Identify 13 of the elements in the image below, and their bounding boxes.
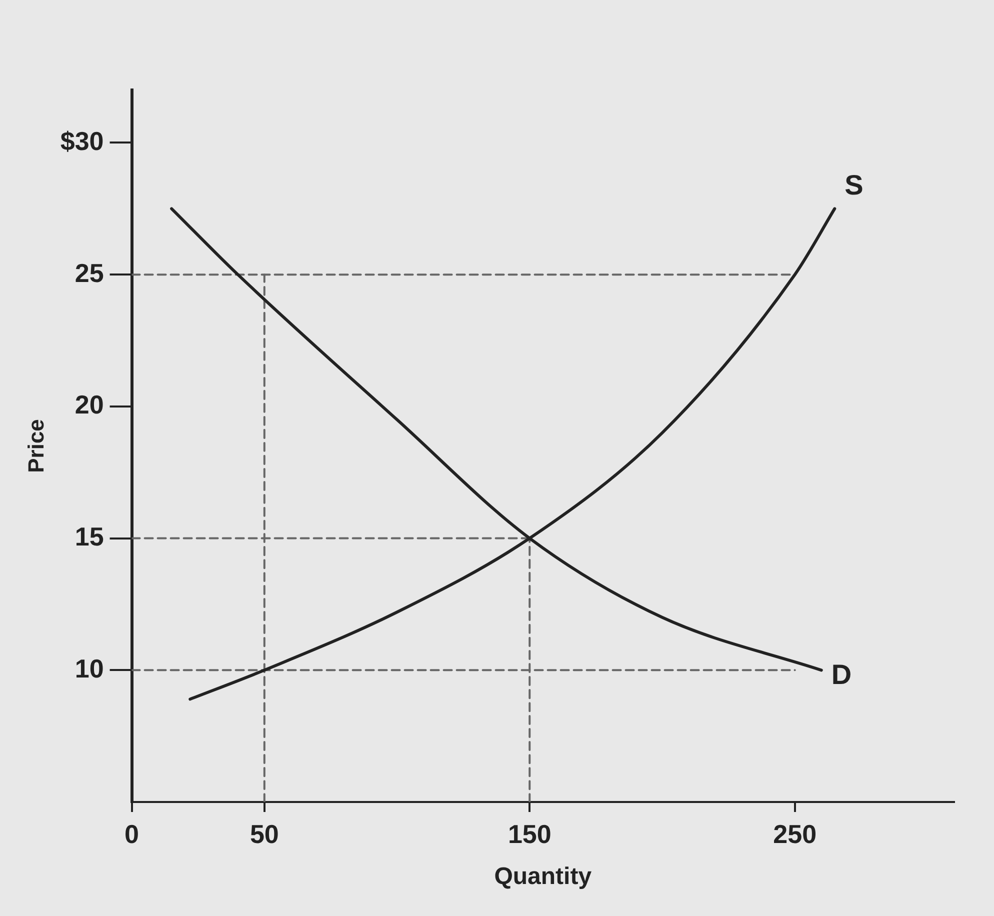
x-axis-title: Quantity [494, 863, 592, 890]
x-tick-label: 150 [508, 818, 552, 849]
x-tick-label: 50 [250, 818, 279, 849]
y-tick-label: $30 [60, 126, 104, 156]
y-tick-label: 15 [74, 521, 104, 552]
x-tick-label: 250 [773, 818, 817, 849]
series-label: S [844, 169, 864, 200]
x-tick-label: 0 [124, 818, 140, 849]
y-axis-title: Price [23, 419, 48, 473]
y-tick-label: 20 [74, 390, 104, 420]
y-tick-label: 25 [74, 258, 104, 288]
series-label: D [831, 658, 852, 690]
y-tick-label: 10 [74, 653, 104, 684]
